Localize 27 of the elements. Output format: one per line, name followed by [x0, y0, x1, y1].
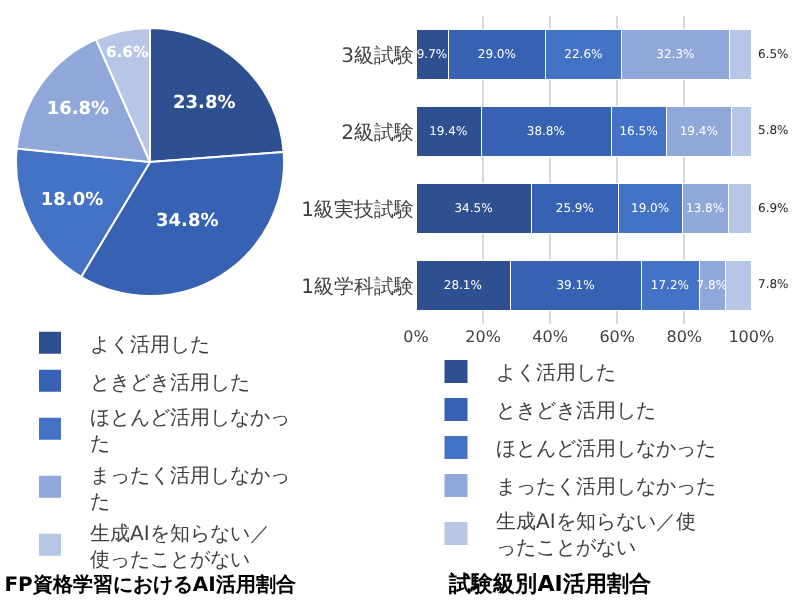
x-tick-label: 0%: [403, 328, 430, 346]
data-label: 6.6%: [105, 42, 149, 61]
text: FP資格学習におけるAI活用割合: [4, 573, 298, 597]
legend-label: ほとんど活用しなかった: [90, 405, 290, 456]
y-tick-label: 2級試験: [341, 120, 414, 145]
legend-label: よく活用した: [90, 332, 210, 357]
data-label: 16.8%: [46, 99, 110, 120]
legend-label: 生成AIを知らない／使ったことがない: [496, 510, 696, 561]
x-tick-label: 80%: [666, 328, 703, 346]
data-label: 23.8%: [173, 93, 236, 114]
x-tick-label: 40%: [532, 328, 569, 346]
legend-label: 生成AIを知らない／使ったことがない: [90, 521, 270, 572]
x-tick-label: 100%: [728, 328, 775, 346]
data-label: 18.0%: [40, 191, 104, 212]
legend-label: ときどき活用した: [90, 370, 250, 395]
legend-label: ときどき活用した: [496, 399, 656, 424]
legend-label: よく活用した: [496, 361, 616, 386]
y-tick-label: 1級実技試験: [301, 197, 414, 222]
y-tick-label: 3級試験: [341, 43, 414, 68]
legend-label: まったく活用しなかった: [496, 475, 716, 500]
y-tick-label: 1級学科試験: [301, 274, 414, 299]
x-tick-label: 20%: [465, 328, 502, 346]
legend-label: まったく活用しなかった: [90, 463, 290, 514]
x-tick-label: 60%: [599, 328, 636, 346]
data-label: 34.8%: [156, 212, 219, 233]
legend-label: ほとんど活用しなかった: [496, 437, 716, 462]
text: 試験級別AI活用割合: [447, 571, 653, 597]
